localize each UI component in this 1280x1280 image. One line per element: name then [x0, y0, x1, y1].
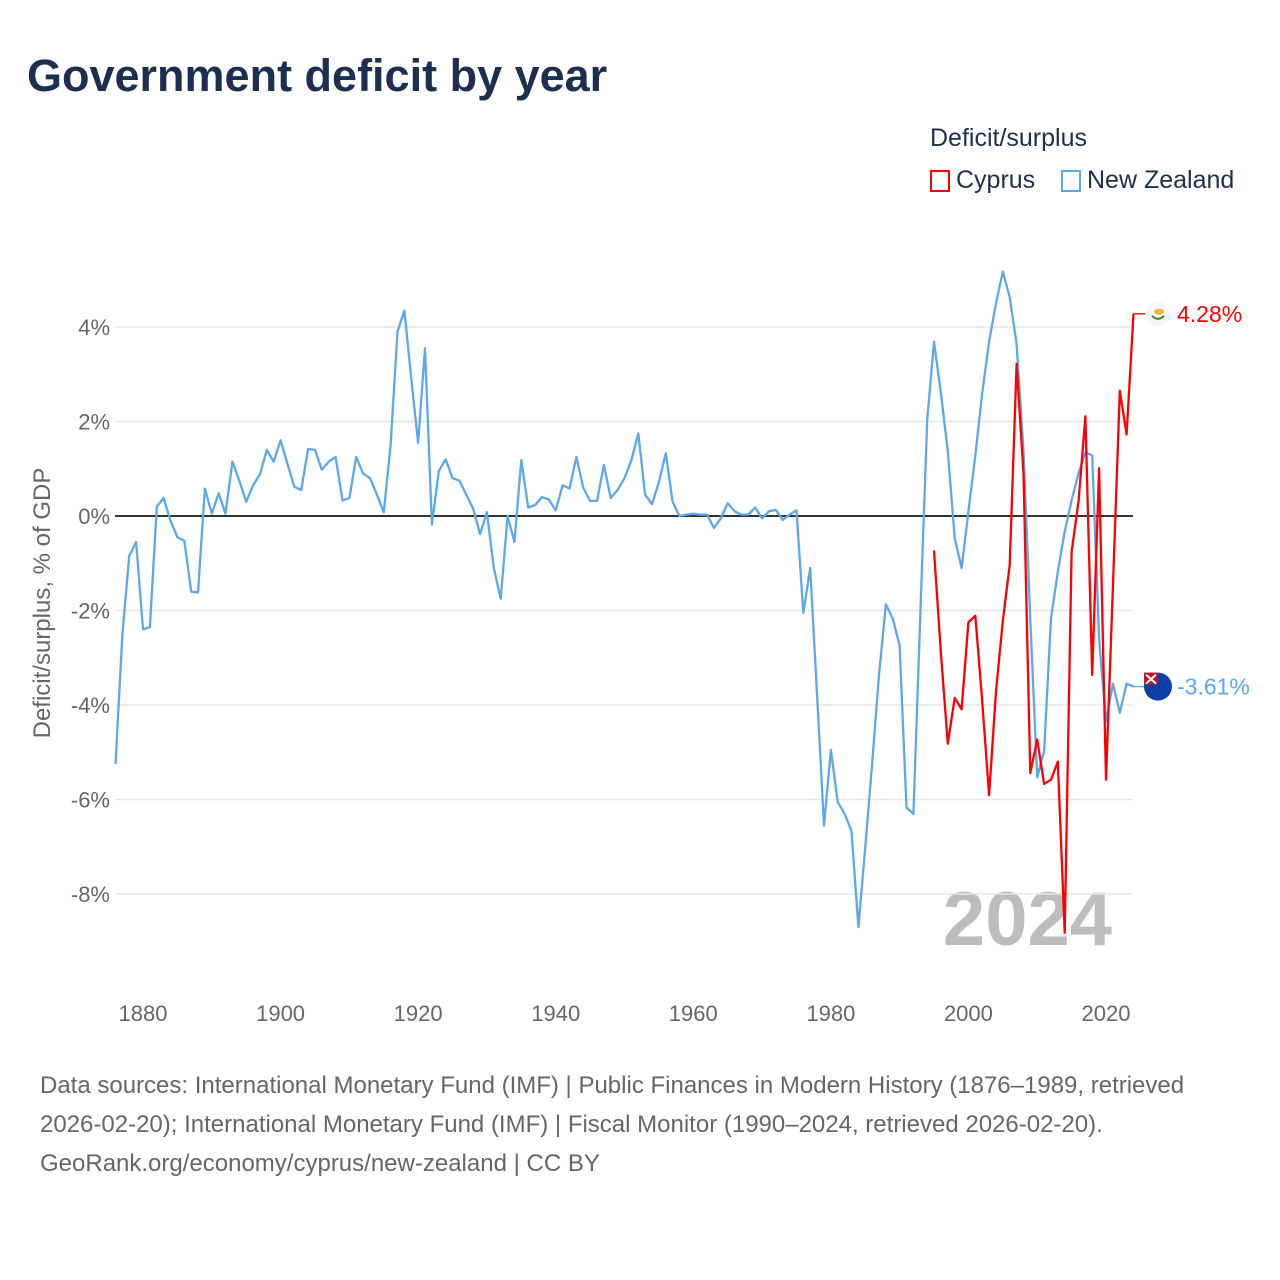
y-tick-label: -2%: [71, 599, 110, 624]
end-labels: -3.61% 4.28%: [1133, 301, 1250, 701]
y-tick-label: -4%: [71, 693, 110, 718]
x-tick-label: 1960: [669, 1001, 718, 1026]
x-tick-label: 1900: [256, 1001, 305, 1026]
y-tick-label: 2%: [78, 410, 110, 435]
legend-swatch-new-zealand: [1061, 169, 1081, 192]
flag-cross: [1145, 673, 1157, 685]
x-tick-label: 1980: [806, 1001, 855, 1026]
x-tick-label: 2020: [1082, 1001, 1131, 1026]
series-group: [114, 270, 1135, 934]
y-tick-label: 0%: [78, 504, 110, 529]
x-axis: 1880 1900 1920 1940 1960 1980 2000 2020: [119, 1001, 1131, 1026]
end-value-label: -3.61%: [1177, 674, 1250, 700]
line-chart: 2024 4% 2% 0% -2% -4% -6% -8% 1880 1900 1920 1940…: [29, 270, 1250, 1026]
legend-swatch-cyprus: [930, 169, 950, 192]
chart-title: Government deficit by year: [27, 50, 608, 101]
legend-title: Deficit/surplus: [930, 124, 1087, 152]
legend-item-new-zealand[interactable]: New Zealand: [1061, 166, 1234, 195]
cyprus-flag-icon: [1146, 301, 1170, 326]
x-tick-label: 1880: [119, 1001, 168, 1026]
y-axis-title: Deficit/surplus, % of GDP: [29, 468, 56, 739]
footer: Data sources: International Monetary Fun…: [40, 1066, 1240, 1183]
x-tick-label: 2000: [944, 1001, 993, 1026]
flag-branches: [1151, 315, 1165, 320]
legend-item-cyprus[interactable]: Cyprus: [930, 166, 1035, 195]
end-value-label: 4.28%: [1177, 301, 1242, 327]
x-tick-label: 1920: [394, 1001, 443, 1026]
legend-label: New Zealand: [1087, 166, 1235, 194]
legend-label: Cyprus: [956, 166, 1036, 194]
new-zealand-flag-icon: [1144, 672, 1172, 701]
series-line-new-zealand: [114, 270, 1134, 929]
credit-link[interactable]: GeoRank.org/economy/cyprus/new-zealand |…: [40, 1150, 600, 1177]
y-axis: 4% 2% 0% -2% -4% -6% -8%: [71, 315, 110, 907]
x-tick-label: 1940: [531, 1001, 580, 1026]
grid: [115, 326, 1133, 895]
data-sources: Data sources: International Monetary Fun…: [40, 1072, 1185, 1138]
series-line-cyprus: [932, 313, 1135, 934]
year-watermark: 2024: [943, 877, 1112, 962]
y-tick-label: -6%: [71, 788, 110, 813]
flag-island: [1154, 308, 1164, 315]
y-tick-label: -8%: [71, 882, 110, 907]
y-tick-label: 4%: [78, 315, 110, 340]
